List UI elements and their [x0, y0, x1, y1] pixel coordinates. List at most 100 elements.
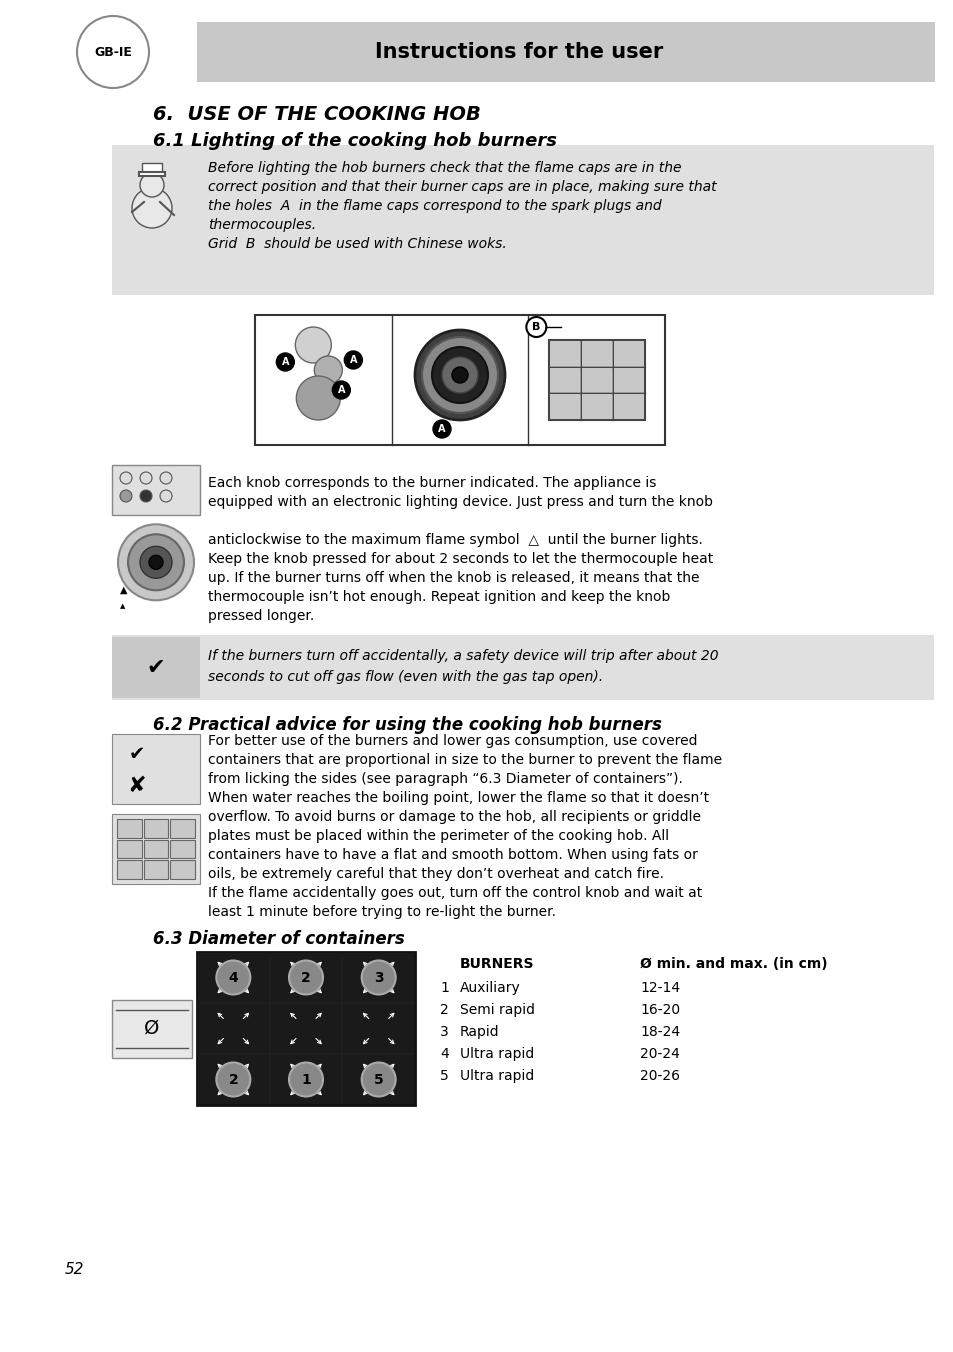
- Text: 1: 1: [301, 1072, 311, 1087]
- Bar: [112, 999, 192, 1057]
- Bar: [117, 840, 141, 859]
- Circle shape: [432, 347, 488, 403]
- Text: Ø min. and max. (in cm): Ø min. and max. (in cm): [639, 957, 827, 971]
- Circle shape: [421, 337, 497, 412]
- Bar: [549, 341, 579, 365]
- Bar: [841, 22, 934, 82]
- Circle shape: [140, 472, 152, 484]
- Bar: [271, 953, 341, 1002]
- Text: 18-24: 18-24: [639, 1025, 679, 1038]
- Text: Before lighting the hob burners check that the flame caps are in the: Before lighting the hob burners check th…: [208, 161, 680, 174]
- Text: ▲: ▲: [120, 585, 128, 595]
- Bar: [581, 341, 611, 365]
- Text: up. If the burner turns off when the knob is released, it means that the: up. If the burner turns off when the kno…: [208, 571, 699, 585]
- Bar: [613, 368, 643, 392]
- Text: GB-IE: GB-IE: [94, 46, 132, 58]
- Text: Ø: Ø: [144, 1019, 159, 1038]
- Text: Each knob corresponds to the burner indicated. The appliance is: Each knob corresponds to the burner indi…: [208, 476, 656, 489]
- Bar: [112, 734, 200, 804]
- Text: 12-14: 12-14: [639, 982, 679, 995]
- Circle shape: [118, 525, 193, 600]
- Text: 4: 4: [439, 1046, 448, 1061]
- Circle shape: [120, 489, 132, 502]
- Text: If the burners turn off accidentally, a safety device will trip after about 20: If the burners turn off accidentally, a …: [208, 649, 718, 662]
- Text: least 1 minute before trying to re-light the burner.: least 1 minute before trying to re-light…: [208, 904, 556, 919]
- Text: 16-20: 16-20: [639, 1003, 679, 1017]
- Text: equipped with an electronic lighting device. Just press and turn the knob: equipped with an electronic lighting dev…: [208, 495, 712, 508]
- Bar: [112, 145, 933, 295]
- Text: Instructions for the user: Instructions for the user: [375, 42, 663, 62]
- Circle shape: [140, 173, 164, 197]
- Bar: [198, 1005, 269, 1053]
- Bar: [196, 22, 841, 82]
- Text: Keep the knob pressed for about 2 seconds to let the thermocouple heat: Keep the knob pressed for about 2 second…: [208, 552, 713, 566]
- Bar: [343, 953, 414, 1002]
- Bar: [548, 339, 644, 420]
- Circle shape: [160, 472, 172, 484]
- Text: A: A: [349, 356, 356, 365]
- Text: 3: 3: [439, 1025, 448, 1038]
- Text: When water reaches the boiling point, lower the flame so that it doesn’t: When water reaches the boiling point, lo…: [208, 791, 708, 804]
- Text: Ultra rapid: Ultra rapid: [459, 1069, 534, 1083]
- Circle shape: [216, 1063, 250, 1096]
- Text: the holes  A  in the flame caps correspond to the spark plugs and: the holes A in the flame caps correspond…: [208, 199, 661, 214]
- Text: Grid  B  should be used with Chinese woks.: Grid B should be used with Chinese woks.: [208, 237, 506, 251]
- Bar: [112, 814, 200, 884]
- Circle shape: [160, 489, 172, 502]
- Bar: [196, 952, 415, 1105]
- Circle shape: [296, 376, 340, 420]
- Bar: [112, 637, 200, 698]
- Bar: [581, 395, 611, 419]
- Bar: [271, 1005, 341, 1053]
- Circle shape: [344, 352, 362, 369]
- Bar: [144, 819, 168, 838]
- Text: 2: 2: [439, 1003, 448, 1017]
- Text: A: A: [437, 425, 445, 434]
- Bar: [198, 1055, 269, 1105]
- Text: 6.2 Practical advice for using the cooking hob burners: 6.2 Practical advice for using the cooki…: [152, 717, 661, 734]
- Text: 6.3 Diameter of containers: 6.3 Diameter of containers: [152, 930, 404, 948]
- Text: If the flame accidentally goes out, turn off the control knob and wait at: If the flame accidentally goes out, turn…: [208, 886, 701, 900]
- Text: ✔: ✔: [129, 745, 145, 764]
- Text: containers that are proportional in size to the burner to prevent the flame: containers that are proportional in size…: [208, 753, 721, 767]
- Text: 2: 2: [301, 971, 311, 984]
- Text: 2: 2: [228, 1072, 238, 1087]
- Text: 20-24: 20-24: [639, 1046, 679, 1061]
- Circle shape: [441, 357, 477, 393]
- Bar: [144, 840, 168, 859]
- Text: A: A: [281, 357, 289, 366]
- Text: overflow. To avoid burns or damage to the hob, all recipients or griddle: overflow. To avoid burns or damage to th…: [208, 810, 700, 823]
- Bar: [549, 368, 579, 392]
- Circle shape: [132, 188, 172, 228]
- Circle shape: [120, 472, 132, 484]
- Circle shape: [216, 960, 250, 995]
- Circle shape: [526, 316, 546, 337]
- Text: ▲: ▲: [120, 603, 125, 608]
- Circle shape: [361, 1063, 395, 1096]
- Bar: [254, 315, 664, 445]
- Circle shape: [128, 534, 184, 591]
- Text: B: B: [532, 322, 540, 333]
- Text: thermocouples.: thermocouples.: [208, 218, 315, 233]
- Circle shape: [289, 960, 323, 995]
- Bar: [117, 819, 141, 838]
- Bar: [142, 164, 162, 174]
- Bar: [112, 460, 933, 625]
- Bar: [198, 953, 269, 1002]
- Bar: [581, 368, 611, 392]
- Bar: [139, 172, 165, 176]
- Bar: [144, 860, 168, 879]
- Text: correct position and that their burner caps are in place, making sure that: correct position and that their burner c…: [208, 180, 716, 193]
- Circle shape: [289, 1063, 323, 1096]
- Text: seconds to cut off gas flow (even with the gas tap open).: seconds to cut off gas flow (even with t…: [208, 671, 602, 684]
- Bar: [343, 1055, 414, 1105]
- Text: Rapid: Rapid: [459, 1025, 499, 1038]
- Text: thermocouple isn’t hot enough. Repeat ignition and keep the knob: thermocouple isn’t hot enough. Repeat ig…: [208, 589, 670, 604]
- Circle shape: [276, 353, 294, 370]
- Circle shape: [140, 546, 172, 579]
- Text: containers have to have a flat and smooth bottom. When using fats or: containers have to have a flat and smoot…: [208, 848, 698, 863]
- Text: 1: 1: [439, 982, 449, 995]
- Bar: [171, 840, 194, 859]
- Bar: [112, 465, 200, 515]
- Circle shape: [332, 381, 350, 399]
